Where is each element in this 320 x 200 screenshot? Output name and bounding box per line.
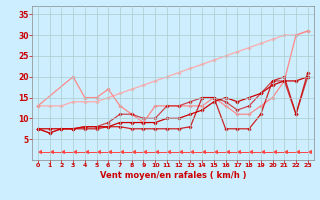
X-axis label: Vent moyen/en rafales ( km/h ): Vent moyen/en rafales ( km/h ) bbox=[100, 171, 246, 180]
